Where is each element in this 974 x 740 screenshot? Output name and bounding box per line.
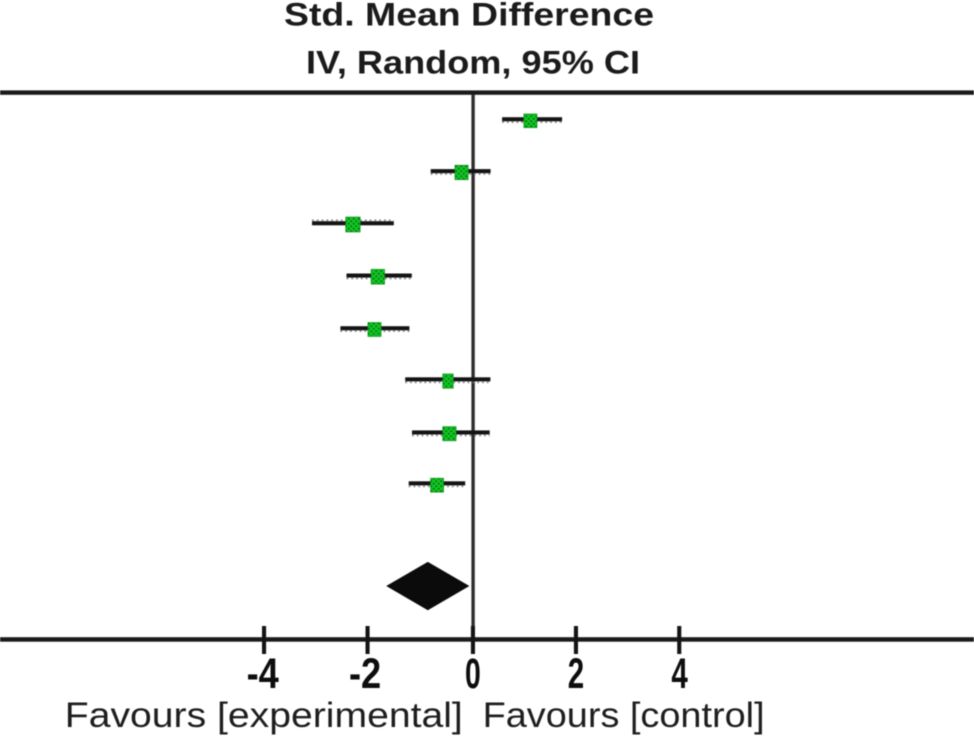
svg-text:IV, Random, 95% CI: IV, Random, 95% CI	[306, 45, 640, 81]
svg-text:4: 4	[671, 651, 688, 698]
svg-text:Favours [control]: Favours [control]	[483, 696, 765, 735]
svg-text:2: 2	[568, 651, 584, 698]
svg-text:-2: -2	[349, 651, 381, 698]
svg-text:-4: -4	[247, 651, 280, 698]
svg-text:Std. Mean Difference: Std. Mean Difference	[284, 0, 654, 33]
svg-text:Favours [experimental]: Favours [experimental]	[65, 696, 463, 735]
svg-text:0: 0	[465, 651, 481, 698]
